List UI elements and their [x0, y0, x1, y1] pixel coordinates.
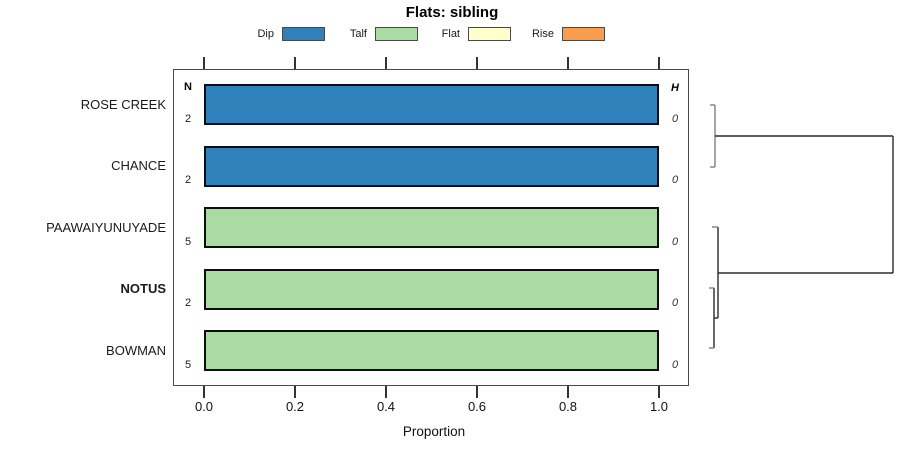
x-tick [294, 57, 296, 69]
legend-label-rise: Rise [531, 28, 554, 40]
x-axis-label: Proportion [402, 424, 466, 439]
legend-label-talf: Talf [349, 28, 367, 40]
h-value: 0 [671, 112, 679, 125]
legend-item-rise: Rise [510, 26, 605, 42]
row-label: CHANCE [111, 158, 166, 173]
x-tick [203, 386, 205, 398]
x-tick [203, 57, 205, 69]
x-tick [294, 386, 296, 398]
x-tick-label: 1.0 [649, 399, 669, 414]
x-tick [567, 57, 569, 69]
bar [204, 207, 659, 248]
h-value: 0 [671, 174, 679, 186]
x-tick [476, 386, 478, 398]
bar [204, 330, 659, 371]
n-value: 2 [184, 297, 192, 309]
legend-label-flat: Flat [441, 28, 460, 40]
n-value: 2 [184, 174, 192, 186]
n-value: 5 [184, 235, 192, 248]
bar [204, 268, 659, 310]
x-tick [658, 386, 660, 398]
x-tick-label: 0.4 [376, 399, 396, 414]
legend-swatch-talf [375, 27, 418, 41]
x-tick [385, 386, 387, 398]
row-label: ROSE CREEK [80, 96, 166, 112]
bar [204, 84, 659, 125]
h-value: 0 [671, 235, 679, 248]
legend-swatch-flat [468, 27, 511, 41]
x-tick [567, 386, 569, 398]
legend-item-talf: Talf [323, 26, 418, 42]
row-label: PAAWAIYUNUYADE [46, 219, 166, 235]
legend-item-dip: Dip [230, 26, 325, 42]
h-column-header: H [671, 82, 679, 94]
legend-label-dip: Dip [257, 28, 274, 40]
h-value: 0 [671, 297, 679, 309]
legend-swatch-dip [282, 27, 325, 41]
legend-item-flat: Flat [416, 26, 511, 42]
n-value: 5 [184, 358, 192, 371]
x-tick-label: 0.6 [467, 399, 487, 414]
n-value: 2 [184, 112, 192, 125]
x-tick-label: 0.8 [558, 399, 578, 414]
x-tick-label: 0.0 [194, 399, 214, 414]
row-label: NOTUS [120, 281, 167, 296]
h-value: 0 [671, 358, 679, 371]
bar [204, 145, 659, 187]
chart-title: Flats: sibling [405, 4, 499, 21]
row-label: BOWMAN [106, 342, 166, 358]
n-column-header: N [184, 81, 192, 93]
x-tick [385, 57, 387, 69]
x-tick-label: 0.2 [285, 399, 305, 414]
x-tick [658, 57, 660, 69]
x-tick [476, 57, 478, 69]
legend-swatch-rise [562, 27, 605, 41]
